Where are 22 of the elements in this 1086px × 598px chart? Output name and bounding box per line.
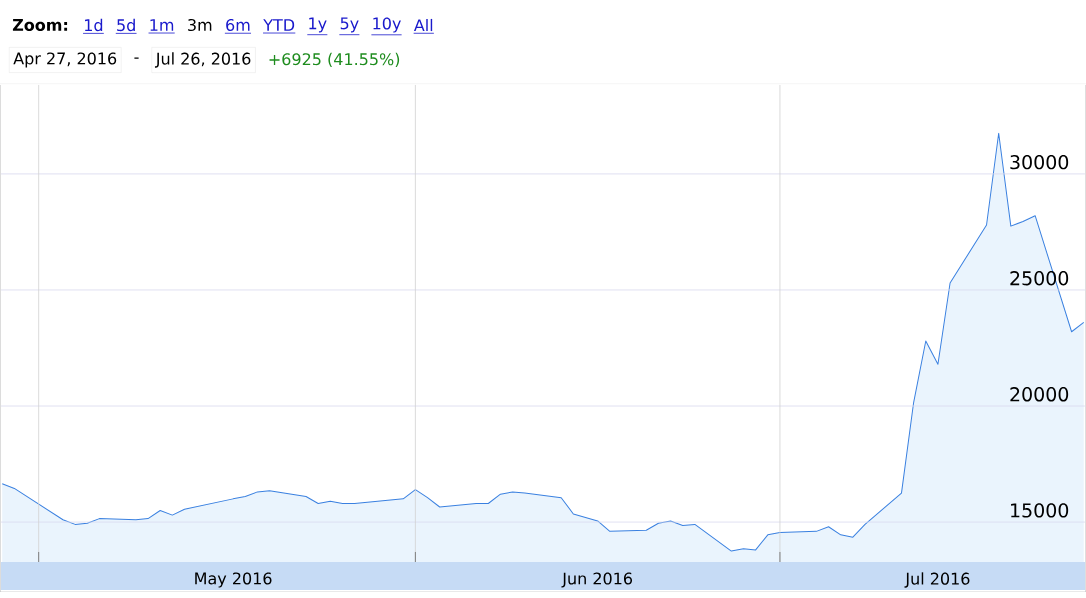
text: All: [413, 18, 433, 32]
text: 1y: [309, 17, 327, 33]
text: 10y: [373, 17, 401, 33]
y-tick-label: 30000: [1010, 155, 1069, 170]
text: 1d: [85, 18, 103, 32]
text: 5y: [340, 17, 359, 33]
y-tick-label: 15000: [1011, 503, 1069, 518]
y-tick-label: 25000: [1010, 271, 1069, 286]
text: Zoom:: [12, 19, 68, 31]
text: Jul 26, 2016: [154, 52, 251, 68]
text: -: [134, 57, 139, 59]
text: 6m: [226, 18, 250, 32]
text: 3m: [188, 18, 212, 32]
text: 5d: [117, 18, 135, 32]
x-tick-label: May 2016: [195, 572, 272, 588]
text: YTD: [263, 19, 295, 31]
text: 1m: [150, 19, 174, 31]
y-tick-label: 20000: [1010, 387, 1069, 402]
x-tick-label: Jun 2016: [561, 572, 633, 588]
text: Apr 27, 2016: [13, 52, 117, 68]
text: +6925 (41.55%): [269, 52, 400, 68]
x-tick-label: Jul 2016: [904, 572, 970, 588]
